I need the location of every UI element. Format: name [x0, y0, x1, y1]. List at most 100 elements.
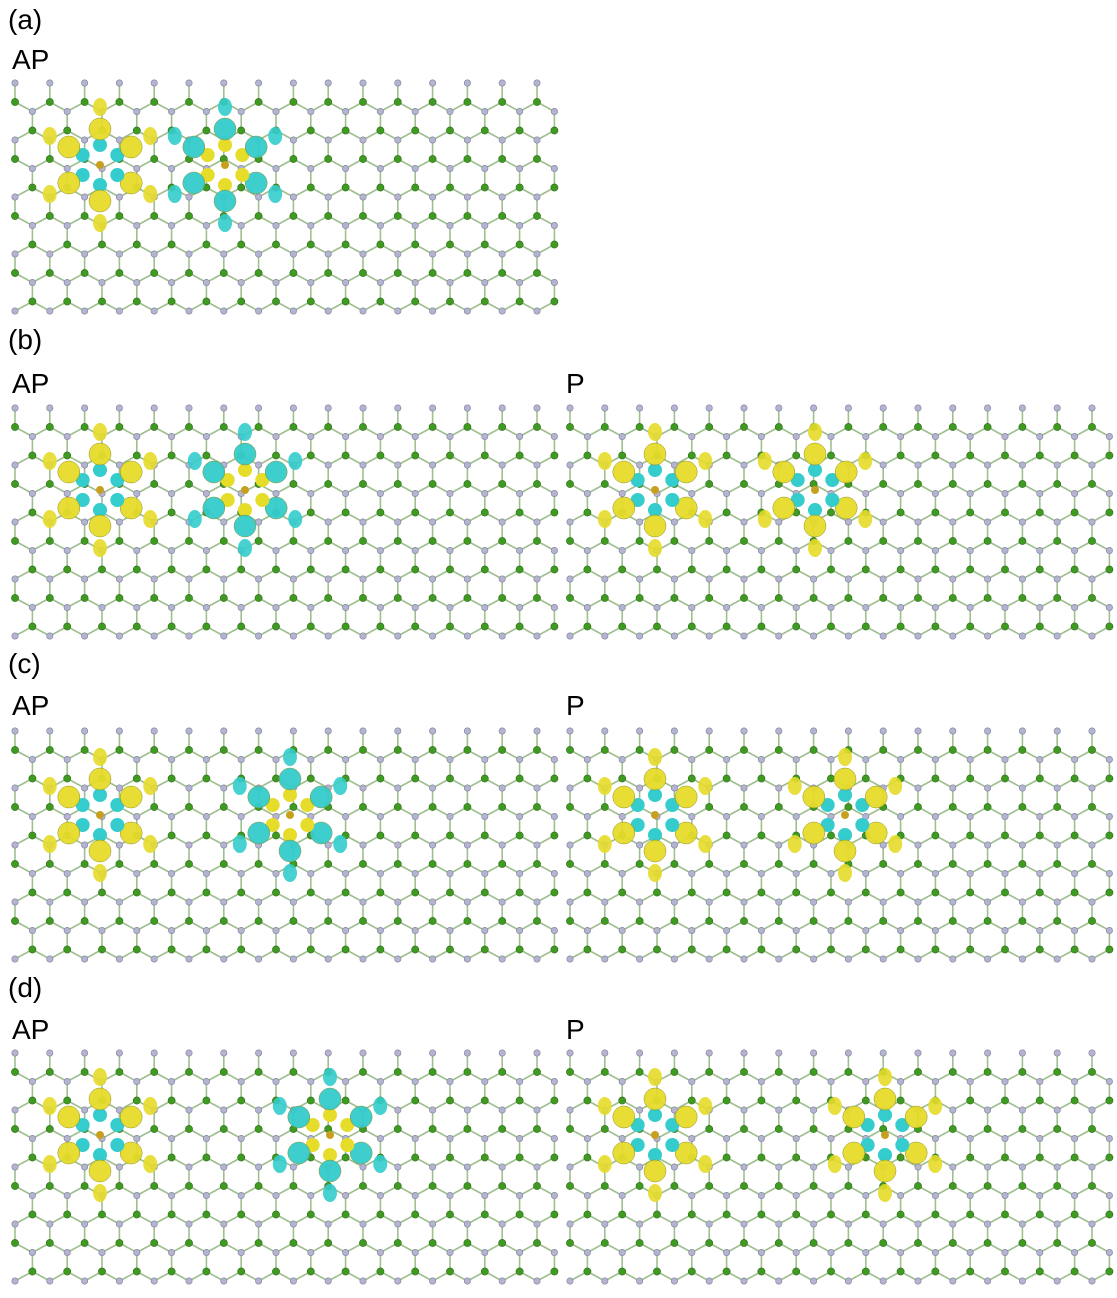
atom	[133, 1211, 140, 1218]
atom	[151, 480, 158, 487]
atom	[446, 509, 453, 516]
atom	[897, 566, 904, 573]
atom	[758, 1154, 765, 1161]
atom	[290, 269, 297, 276]
atom	[1089, 956, 1095, 962]
atom	[950, 728, 956, 734]
atom	[723, 1097, 730, 1104]
atom	[776, 1221, 782, 1227]
atom	[915, 1050, 921, 1056]
atom	[325, 480, 332, 487]
atom	[185, 537, 192, 544]
atom	[949, 803, 956, 810]
atom	[740, 1068, 747, 1075]
spin-tip	[283, 748, 297, 766]
spin-tip	[698, 510, 712, 528]
atom	[185, 269, 192, 276]
atom	[671, 1278, 677, 1284]
atom	[1089, 899, 1095, 905]
atom	[671, 633, 677, 639]
atom	[1054, 1278, 1060, 1284]
spin-tip	[698, 835, 712, 853]
atom	[377, 1268, 384, 1275]
atom	[464, 1278, 470, 1284]
atom	[499, 594, 506, 601]
atom	[64, 870, 70, 876]
atom	[168, 433, 174, 439]
spin-tip	[273, 1097, 287, 1115]
atom	[11, 803, 18, 810]
atom	[1037, 547, 1043, 553]
atom	[134, 490, 140, 496]
atom	[1054, 728, 1060, 734]
atom	[1106, 1268, 1113, 1275]
atom	[1002, 1192, 1008, 1198]
atom	[307, 127, 314, 134]
atom	[1089, 785, 1095, 791]
spin-lobe	[843, 1106, 865, 1128]
atom	[1019, 956, 1025, 962]
atom	[1002, 1078, 1008, 1084]
atom	[1088, 1068, 1095, 1075]
atom	[134, 756, 140, 762]
atom	[394, 269, 401, 276]
atom	[377, 1135, 383, 1141]
spin-small	[110, 1138, 124, 1152]
atom	[116, 537, 123, 544]
atom	[412, 108, 418, 114]
atom	[915, 1164, 921, 1170]
atom	[1106, 547, 1112, 553]
atom	[845, 519, 851, 525]
atom	[29, 452, 36, 459]
atom	[551, 870, 557, 876]
atom	[828, 756, 834, 762]
atom	[741, 956, 747, 962]
atom	[429, 1182, 436, 1189]
atom	[1088, 594, 1095, 601]
atom	[654, 604, 660, 610]
atom	[325, 80, 331, 86]
atom	[481, 1211, 488, 1218]
atom	[688, 946, 695, 953]
atom	[1071, 490, 1077, 496]
atom	[1037, 813, 1043, 819]
atom	[551, 279, 557, 285]
atom	[1037, 1192, 1043, 1198]
spin-tip	[888, 835, 902, 853]
atom	[255, 423, 262, 430]
atom	[116, 1182, 123, 1189]
atom	[272, 452, 279, 459]
atom	[619, 927, 625, 933]
atom	[566, 480, 573, 487]
atom	[116, 633, 122, 639]
atom	[949, 480, 956, 487]
atom	[862, 1097, 869, 1104]
atom	[11, 1125, 18, 1132]
spin-tip	[93, 1068, 107, 1086]
atom	[950, 405, 956, 411]
atom	[412, 889, 419, 896]
atom	[81, 576, 87, 582]
atom	[950, 1221, 956, 1227]
atom	[932, 927, 938, 933]
atom	[914, 594, 921, 601]
atom	[429, 1050, 435, 1056]
atom	[533, 917, 540, 924]
atom	[1036, 946, 1043, 953]
atom	[290, 137, 296, 143]
atom	[429, 842, 435, 848]
spin-lobe	[350, 1106, 372, 1128]
atom	[534, 728, 540, 734]
spin-lobe	[89, 1088, 111, 1110]
atom	[464, 746, 471, 753]
atom	[255, 1164, 261, 1170]
atom	[915, 842, 921, 848]
atom	[395, 1050, 401, 1056]
spin-lobe	[773, 461, 795, 483]
atom	[12, 1107, 18, 1113]
atom	[741, 785, 747, 791]
atom	[12, 1050, 18, 1056]
atom	[776, 1107, 782, 1113]
atom	[567, 576, 573, 582]
atom	[412, 1078, 418, 1084]
